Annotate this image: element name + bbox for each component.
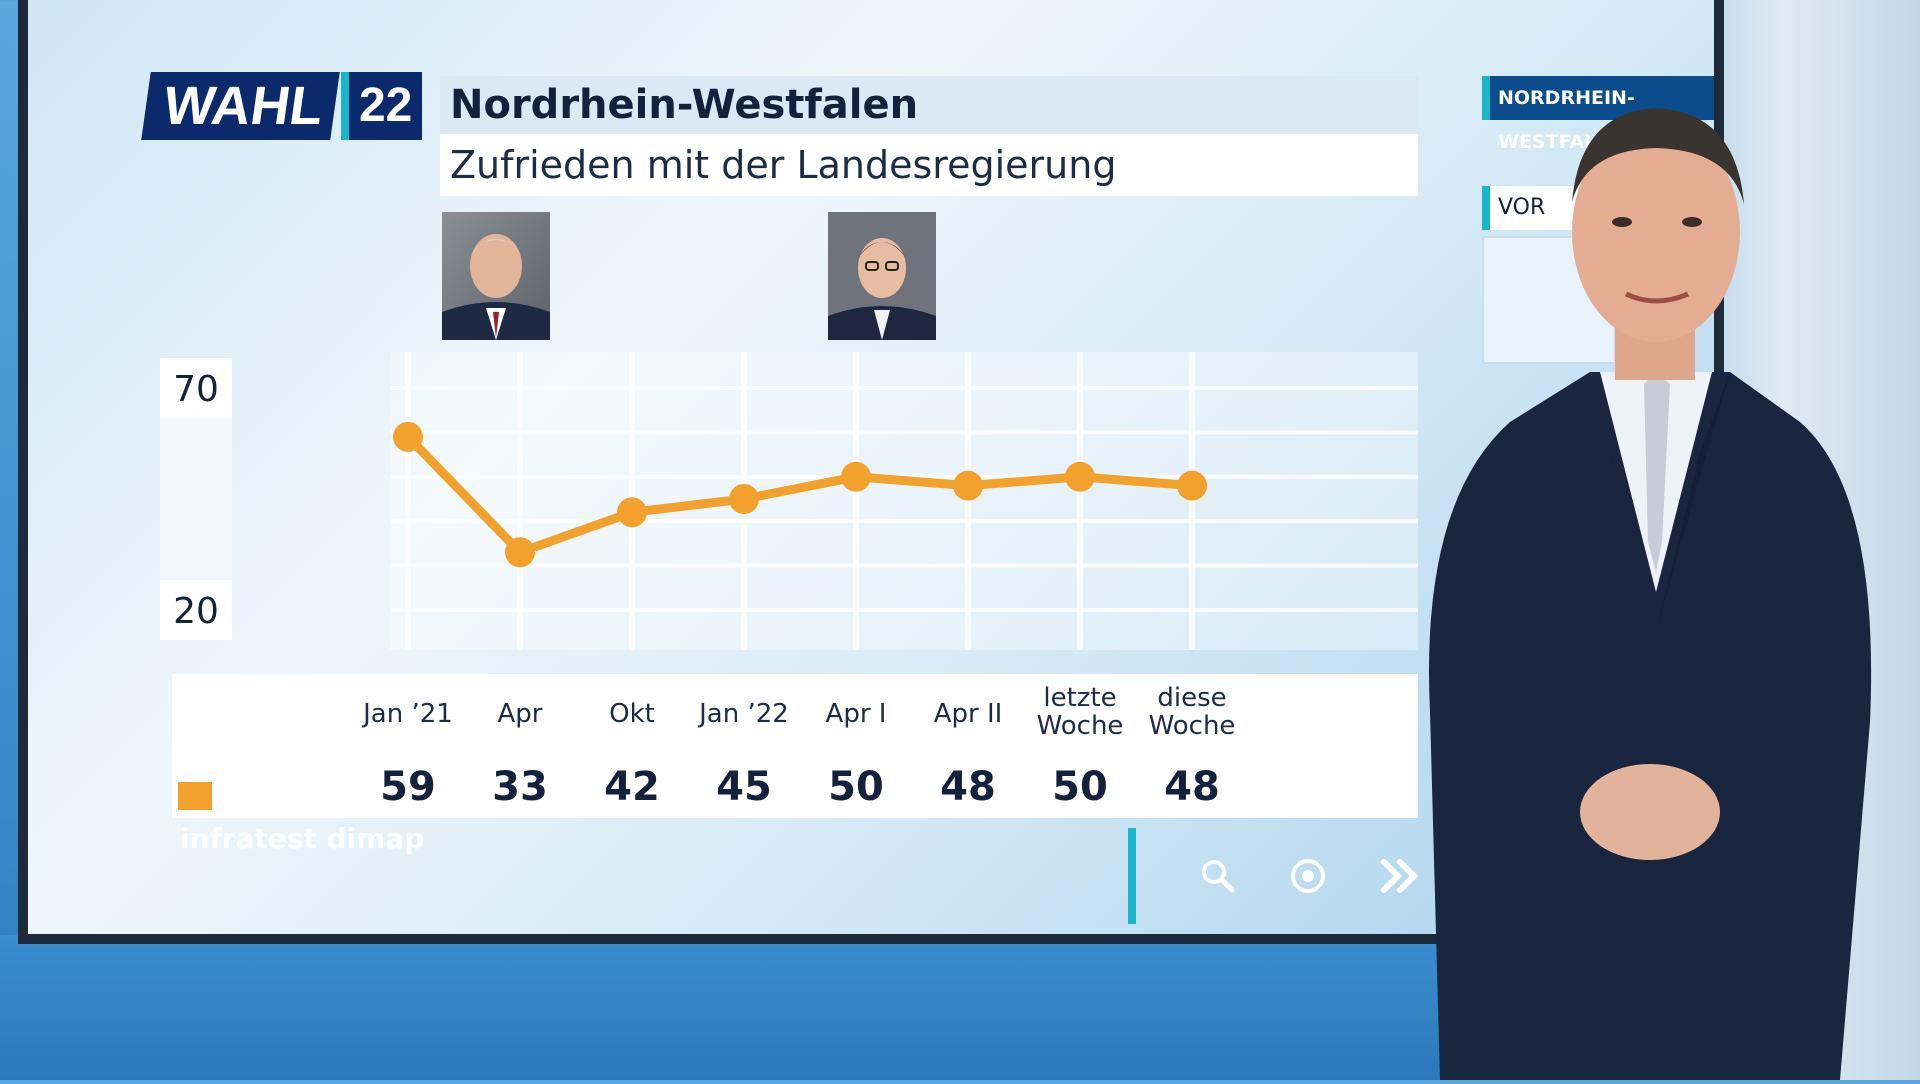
- data-value-label: 42: [604, 764, 660, 810]
- series-line: [403, 432, 1197, 557]
- x-tick-label-line: Apr I: [825, 699, 887, 729]
- x-tick-label: Jan ’22: [679, 700, 809, 728]
- toolbar: [1128, 828, 1438, 924]
- x-tick-label: Apr I: [791, 700, 921, 728]
- x-tick-label-line: Apr: [497, 699, 543, 729]
- y-tick-box: [160, 358, 232, 418]
- portrait-second: [828, 212, 936, 340]
- x-tick-label-line: letzte: [1043, 683, 1117, 713]
- data-value-label: 45: [716, 764, 772, 810]
- x-tick-label-line: Jan ’21: [363, 699, 453, 729]
- legend-swatch: [178, 782, 212, 810]
- y-tick-label: 70: [173, 369, 219, 410]
- data-value-label: 59: [380, 764, 436, 810]
- y-axis-column: [160, 388, 232, 610]
- x-tick-label: Jan ’21: [343, 700, 473, 728]
- toolbar-divider: [1128, 828, 1136, 924]
- x-tick-label-line: Jan ’22: [699, 699, 789, 729]
- data-point: [841, 461, 871, 492]
- logo-number: 22: [340, 72, 423, 140]
- forward-icon[interactable]: [1376, 852, 1424, 900]
- data-point: [617, 497, 647, 528]
- chart-panel: 70 20: [160, 352, 1418, 650]
- source-label: infratest dimap: [180, 822, 425, 855]
- data-point: [1177, 470, 1207, 501]
- data-value-label: 33: [492, 764, 548, 810]
- data-value-label: 50: [828, 764, 884, 810]
- target-icon[interactable]: [1284, 852, 1332, 900]
- data-point: [1065, 461, 1095, 492]
- side-tab[interactable]: VOR: [1482, 186, 1582, 230]
- chart-subtitle: Zufrieden mit der Landesregierung: [440, 134, 1418, 196]
- portrait-first: [442, 212, 550, 340]
- x-tick-label-line: diese: [1157, 683, 1227, 713]
- data-point: [953, 470, 983, 501]
- x-tick-label: letzte Woche: [1015, 684, 1145, 740]
- logo-word: WAHL: [141, 72, 340, 140]
- wahl-logo: WAHL 22: [141, 72, 423, 140]
- data-point: [393, 421, 423, 452]
- x-tick-label: Okt: [567, 700, 697, 728]
- values-table: [172, 674, 1418, 818]
- x-tick-label: diese Woche: [1127, 684, 1257, 740]
- y-tick: 70: [160, 358, 232, 418]
- line-chart: 70 20: [160, 352, 1418, 650]
- x-tick-label: Apr II: [903, 700, 1033, 728]
- plot-area: [390, 352, 1418, 650]
- x-tick-label: Apr: [455, 700, 585, 728]
- data-value-label: 48: [940, 764, 996, 810]
- x-tick-label-line: Woche: [1036, 711, 1124, 741]
- data-point: [729, 484, 759, 514]
- data-point: [505, 537, 535, 568]
- y-tick-label: 20: [173, 591, 219, 632]
- page-title: Nordrhein-Westfalen: [440, 76, 1418, 134]
- data-value-label: 50: [1052, 764, 1108, 810]
- x-tick-label-line: Okt: [609, 699, 655, 729]
- y-tick-box: [160, 580, 232, 640]
- presenter: [1400, 72, 1920, 1080]
- x-tick-label-line: Woche: [1148, 711, 1236, 741]
- data-value-label: 48: [1164, 764, 1220, 810]
- search-icon[interactable]: [1194, 852, 1242, 900]
- x-tick-label-line: Apr II: [933, 699, 1003, 729]
- y-tick: 20: [160, 580, 232, 640]
- studio-floor: [0, 935, 1690, 1080]
